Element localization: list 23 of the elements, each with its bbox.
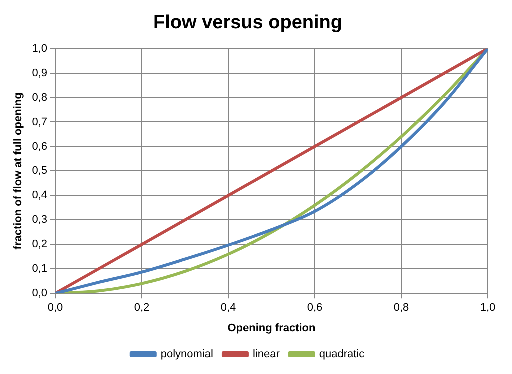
x-tick-label: 0,0 bbox=[48, 302, 64, 314]
y-tick-label: 0,8 bbox=[32, 92, 48, 104]
y-tick-label: 0,1 bbox=[32, 263, 48, 276]
y-tick-label: 0,3 bbox=[32, 214, 48, 226]
legend-label: linear bbox=[252, 348, 280, 361]
y-tick-label: 0,4 bbox=[32, 190, 48, 202]
x-tick-label: 1,0 bbox=[480, 302, 496, 314]
x-axis-title: Opening fraction bbox=[228, 322, 316, 334]
y-tick-label: 0,7 bbox=[32, 116, 48, 128]
x-tick-label: 0,6 bbox=[307, 302, 323, 314]
legend-label: polynomial bbox=[160, 348, 214, 361]
y-tick-label: 0,6 bbox=[32, 140, 48, 153]
y-axis-title: fraction of flow at full opening bbox=[12, 92, 25, 250]
legend-label: quadratic bbox=[319, 348, 366, 361]
y-tick-label: 1,0 bbox=[32, 42, 48, 55]
y-tick-label: 0,0 bbox=[32, 288, 48, 300]
x-tick-label: 0,4 bbox=[220, 302, 236, 314]
y-tick-label: 0,2 bbox=[32, 238, 48, 251]
chart-title: Flow versus opening bbox=[154, 12, 342, 34]
x-tick-label: 0,2 bbox=[134, 302, 150, 314]
x-tick-label: 0,8 bbox=[394, 302, 410, 314]
y-tick-label: 0,9 bbox=[32, 67, 48, 80]
y-tick-label: 0,5 bbox=[32, 165, 48, 178]
